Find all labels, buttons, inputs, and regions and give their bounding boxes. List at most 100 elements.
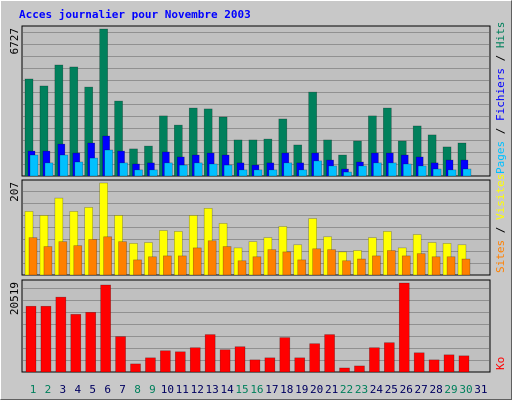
bar xyxy=(59,154,69,177)
bar xyxy=(70,314,82,373)
bar xyxy=(193,162,203,177)
bar xyxy=(401,255,411,276)
bar xyxy=(164,162,173,177)
x-tick-label: 2 xyxy=(45,383,52,396)
legend-separator: / xyxy=(494,48,507,68)
bar xyxy=(103,236,112,276)
x-tick-label: 29 xyxy=(444,383,457,396)
bar xyxy=(372,255,381,276)
bar xyxy=(219,349,231,373)
bar xyxy=(192,247,202,276)
x-tick-label: 15 xyxy=(235,383,248,396)
y-tick-label: 6727 xyxy=(8,28,21,55)
bar xyxy=(28,237,38,276)
legend-separator: / xyxy=(494,121,507,141)
bar xyxy=(432,168,442,177)
x-tick-label: 20 xyxy=(310,383,323,396)
bar xyxy=(402,163,412,177)
bar xyxy=(119,162,128,177)
bar xyxy=(130,363,141,373)
bar xyxy=(342,260,351,276)
bar xyxy=(133,259,142,276)
bar xyxy=(178,255,187,276)
bar xyxy=(324,334,335,373)
bar xyxy=(297,259,307,276)
bar xyxy=(234,346,246,373)
x-tick-label: 14 xyxy=(220,383,234,396)
bar xyxy=(282,251,292,276)
bar xyxy=(253,169,263,177)
bar xyxy=(358,165,367,177)
bar xyxy=(163,255,172,276)
legend-entry: Hits xyxy=(494,22,507,49)
bar xyxy=(43,246,53,276)
legend-entry: Visites xyxy=(494,174,507,220)
bar xyxy=(223,164,233,177)
bar xyxy=(431,256,441,276)
legend: Ko xyxy=(494,357,507,370)
bar xyxy=(25,305,37,373)
x-tick-label: 7 xyxy=(119,383,126,396)
bar xyxy=(88,239,98,276)
x-tick-label: 5 xyxy=(89,383,96,396)
x-tick-label: 17 xyxy=(265,383,278,396)
bar xyxy=(354,365,365,373)
x-tick-label: 1 xyxy=(30,383,37,396)
bar xyxy=(413,352,425,373)
bar xyxy=(343,171,352,177)
bar xyxy=(148,256,157,276)
bar xyxy=(204,334,216,373)
x-tick-label: 11 xyxy=(176,383,189,396)
bar xyxy=(313,160,322,177)
legend: Sites / Visites xyxy=(494,174,507,273)
x-tick-label: 3 xyxy=(60,383,67,396)
bar xyxy=(357,258,366,276)
bar xyxy=(327,249,336,276)
panel xyxy=(21,279,491,373)
chart-title: Acces journalier pour Novembre 2003 xyxy=(19,8,251,21)
bar xyxy=(428,359,440,373)
y-tick-label: 20519 xyxy=(8,282,21,315)
x-tick-label: 24 xyxy=(370,383,384,396)
bar xyxy=(369,347,380,373)
y-tick-label: 207 xyxy=(8,182,21,202)
x-tick-label: 31 xyxy=(474,383,487,396)
bar xyxy=(312,248,321,276)
bar xyxy=(309,343,320,373)
x-tick-label: 18 xyxy=(280,383,293,396)
bar xyxy=(207,240,217,276)
x-tick-label: 26 xyxy=(400,383,413,396)
x-tick-label: 12 xyxy=(191,383,204,396)
bar xyxy=(398,282,410,373)
legend-entry: Sites xyxy=(494,240,507,273)
bar xyxy=(446,256,456,276)
bar xyxy=(267,249,277,276)
bar xyxy=(115,336,126,373)
bar xyxy=(104,149,113,177)
bar xyxy=(89,157,99,177)
bar xyxy=(189,347,201,373)
bar xyxy=(222,246,232,276)
bar xyxy=(58,241,68,276)
bar xyxy=(85,312,97,373)
legend: Pages / Fichiers / Hits xyxy=(494,22,507,174)
bar xyxy=(149,169,158,177)
x-tick-label: 27 xyxy=(415,383,428,396)
bar xyxy=(416,253,426,276)
legend-entry: Pages xyxy=(494,141,507,174)
bar xyxy=(74,161,84,177)
bar xyxy=(118,241,127,276)
bar xyxy=(283,162,293,177)
bar xyxy=(298,169,308,177)
bar xyxy=(373,162,382,177)
x-tick-label: 10 xyxy=(161,383,174,396)
x-tick-label: 25 xyxy=(385,383,398,396)
bar xyxy=(145,357,156,373)
bar xyxy=(268,169,278,177)
bar xyxy=(175,351,186,373)
x-tick-label: 21 xyxy=(325,383,338,396)
bar xyxy=(160,350,171,373)
